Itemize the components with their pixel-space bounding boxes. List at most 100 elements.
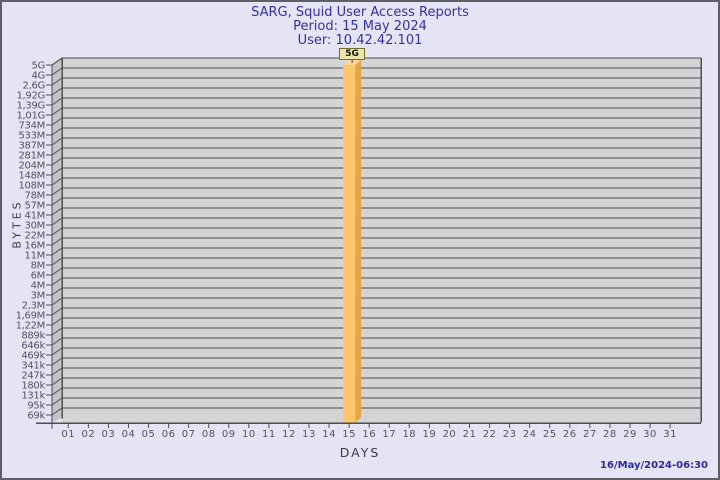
- y-tick-label: 148M: [18, 171, 45, 182]
- y-tick-label: 69k: [27, 411, 45, 422]
- gridline-wall-segment: [51, 267, 63, 276]
- gridline-wall-segment: [51, 397, 63, 406]
- x-tick-label: 14: [322, 429, 336, 440]
- y-tick-label: 1,92G: [16, 91, 45, 102]
- y-tick-label: 131k: [21, 391, 45, 402]
- gridline-wall-segment: [51, 367, 63, 376]
- gridline-wall-segment: [51, 227, 63, 236]
- y-tick-label: 41M: [25, 211, 45, 222]
- y-tick-label: 889k: [21, 331, 45, 342]
- y-tick-label: 8M: [31, 261, 45, 272]
- x-tick-label: 21: [463, 429, 477, 440]
- y-tick-label: 281M: [18, 151, 45, 162]
- x-tick-label: 05: [142, 429, 156, 440]
- x-tick-label: 22: [483, 429, 497, 440]
- x-tick-label: 18: [402, 429, 416, 440]
- x-tick-label: 24: [523, 429, 537, 440]
- x-tick-label: 25: [543, 429, 557, 440]
- gridline-wall-segment: [51, 147, 63, 156]
- y-tick-label: 469k: [21, 351, 45, 362]
- x-tick-label: 13: [302, 429, 316, 440]
- y-tick-label: 646k: [21, 341, 45, 352]
- generation-timestamp: 16/May/2024-06:30: [600, 460, 708, 471]
- gridline-wall-segment: [51, 317, 63, 326]
- gridline-wall-segment: [51, 167, 63, 176]
- gridline-wall-segment: [51, 77, 63, 86]
- gridline-wall-segment: [51, 307, 63, 316]
- x-tick-label: 15: [342, 429, 356, 440]
- y-tick-label: 108M: [18, 181, 45, 192]
- chart-left-wall: [52, 58, 62, 423]
- chart-back-wall: [62, 58, 701, 423]
- gridline-wall-segment: [51, 337, 63, 346]
- gridline-wall-segment: [51, 207, 63, 216]
- chart-title-block: SARG, Squid User Access Reports Period: …: [0, 6, 720, 48]
- x-tick-label: 02: [81, 429, 95, 440]
- gridline-wall-segment: [51, 67, 63, 76]
- y-tick-label: 247k: [21, 371, 45, 382]
- x-tick-label: 04: [122, 429, 136, 440]
- gridline-wall-segment: [51, 377, 63, 386]
- y-tick-label: 2,3M: [22, 301, 45, 312]
- x-tick-label: 07: [182, 429, 196, 440]
- y-tick-label: 11M: [25, 251, 45, 262]
- x-tick-label: 16: [362, 429, 376, 440]
- x-tick-label: 26: [563, 429, 577, 440]
- gridline-wall-segment: [51, 297, 63, 306]
- gridline-wall-segment: [51, 117, 63, 126]
- x-tick-label: 17: [382, 429, 396, 440]
- y-tick-label: 180k: [21, 381, 45, 392]
- y-tick-label: 341k: [21, 361, 45, 372]
- y-tick-label: 204M: [18, 161, 45, 172]
- y-tick-label: 1,39G: [16, 101, 45, 112]
- x-tick-label: 03: [102, 429, 116, 440]
- gridline-wall-segment: [51, 137, 63, 146]
- x-axis-title: DAYS: [339, 445, 381, 460]
- x-tick-label: 09: [222, 429, 236, 440]
- x-tick-label: 28: [603, 429, 617, 440]
- y-tick-label: 57M: [25, 201, 45, 212]
- gridline-wall-segment: [51, 197, 63, 206]
- y-tick-label: 734M: [18, 121, 45, 132]
- chart-title: SARG, Squid User Access Reports: [251, 5, 469, 20]
- x-tick-label: 01: [61, 429, 75, 440]
- gridline-wall-segment: [51, 237, 63, 246]
- y-tick-label: 4M: [31, 281, 45, 292]
- gridline-wall-segment: [51, 177, 63, 186]
- y-tick-label: 1,69M: [16, 311, 45, 322]
- gridline-wall-segment: [51, 127, 63, 136]
- gridline-wall-segment: [51, 97, 63, 106]
- gridline-wall-segment: [51, 327, 63, 336]
- y-tick-label: 5G: [31, 61, 45, 72]
- gridline-wall-segment: [51, 157, 63, 166]
- y-tick-label: 78M: [25, 191, 45, 202]
- x-tick-label: 30: [643, 429, 657, 440]
- x-tick-label: 23: [503, 429, 517, 440]
- gridline-wall-segment: [51, 247, 63, 256]
- gridline-wall-segment: [51, 257, 63, 266]
- y-tick-label: 1,22M: [16, 321, 45, 332]
- y-tick-label: 387M: [18, 141, 45, 152]
- gridline-wall-segment: [51, 287, 63, 296]
- gridline-wall-segment: [51, 277, 63, 286]
- x-tick-label: 20: [443, 429, 457, 440]
- bar-side-face: [355, 60, 362, 423]
- x-tick-label: 06: [162, 429, 176, 440]
- x-tick-label: 31: [663, 429, 677, 440]
- gridline-wall-segment: [51, 107, 63, 116]
- y-tick-label: 533M: [18, 131, 45, 142]
- x-tick-label: 08: [202, 429, 216, 440]
- chart-period-subtitle: Period: 15 May 2024: [293, 19, 427, 34]
- x-tick-label: 12: [282, 429, 296, 440]
- y-tick-label: 4G: [31, 71, 45, 82]
- chart-user-subtitle: User: 10.42.42.101: [297, 33, 423, 48]
- bar-value-label: 5G: [339, 48, 366, 60]
- y-tick-label: 6M: [31, 271, 45, 282]
- y-tick-label: 16M: [25, 241, 45, 252]
- gridline-wall-segment: [51, 187, 63, 196]
- y-axis-title: BYTES: [10, 199, 24, 249]
- gridline-wall-segment: [51, 387, 63, 396]
- wall-top-edge: [51, 57, 63, 66]
- y-tick-label: 95k: [27, 401, 45, 412]
